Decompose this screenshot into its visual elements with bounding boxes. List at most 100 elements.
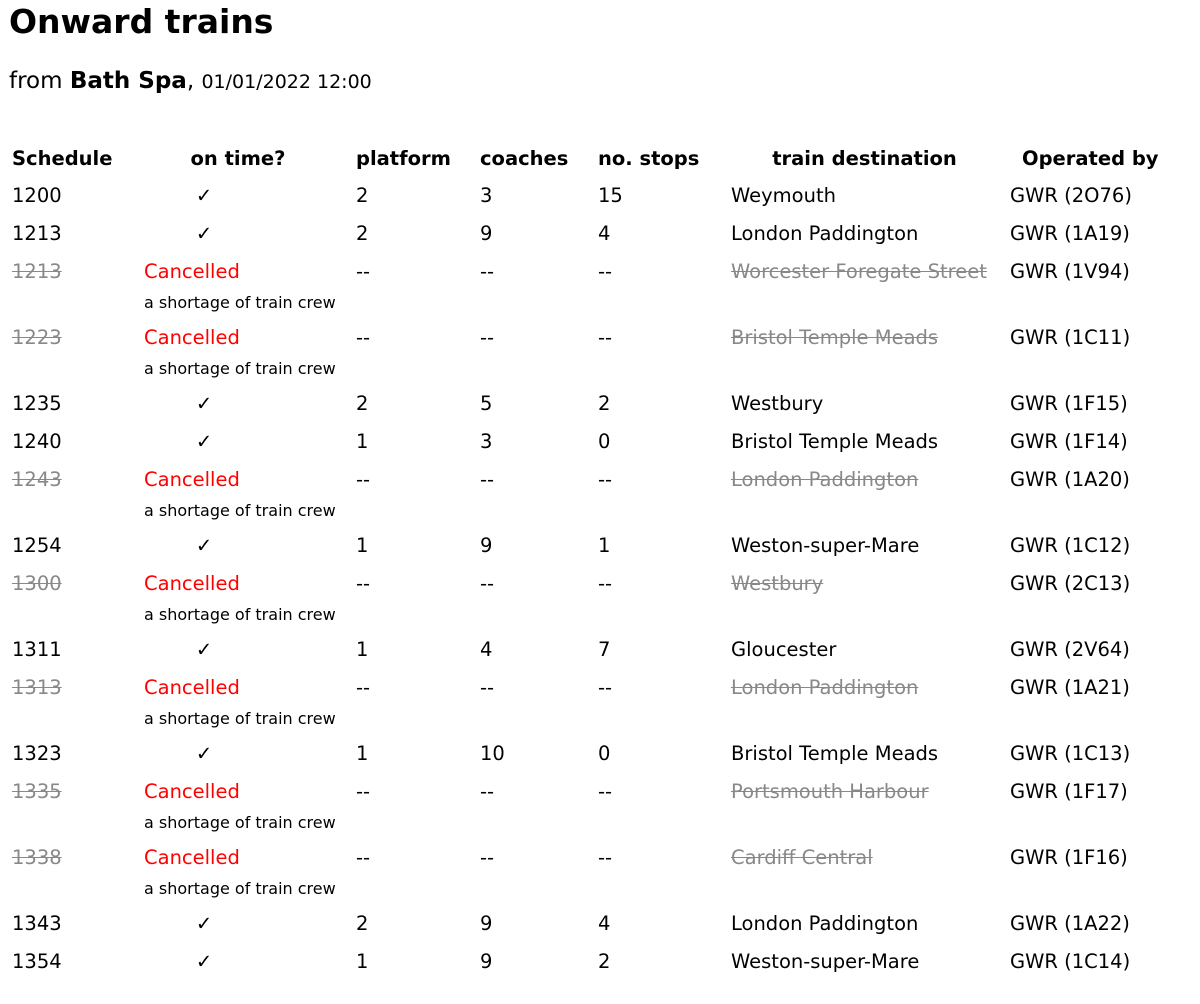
stops: 15 [598,183,623,207]
coaches: 9 [480,949,493,973]
operator: GWR (1A20) [1010,467,1130,491]
separator: , [186,68,195,94]
operator: GWR (1F14) [1010,429,1128,453]
platform: 2 [356,183,369,207]
schedule-time: 1240 [12,429,62,453]
platform: 1 [356,429,369,453]
header-schedule: Schedule [12,146,113,170]
stops: 2 [598,949,611,973]
status-cancelled: Cancelled [144,467,240,491]
platform: 2 [356,911,369,935]
schedule-time: 1254 [12,533,62,557]
on-time-check-icon: ✓ [195,183,213,207]
header-platform: platform [356,146,451,170]
schedule-time: 1200 [12,183,62,207]
cancellation-reason: a shortage of train crew [144,708,336,728]
page-title: Onward trains [9,2,274,41]
stops: 7 [598,637,611,661]
table-row: 1240 ✓ 1 3 0 Bristol Temple Meads GWR (1… [0,422,1200,460]
from-label: from [9,68,63,94]
platform: -- [356,845,371,869]
operator: GWR (1C13) [1010,741,1131,765]
operator: GWR (1C12) [1010,533,1131,557]
on-time-check-icon: ✓ [195,533,213,557]
status-cancelled: Cancelled [144,845,240,869]
stops: 0 [598,429,611,453]
destination: Weymouth [731,183,836,207]
coaches: -- [480,675,495,699]
header-destination: train destination [772,146,957,170]
schedule-time: 1223 [12,325,62,349]
on-time-check-icon: ✓ [195,949,213,973]
on-time-check-icon: ✓ [195,429,213,453]
destination: Westbury [731,571,824,595]
table-row: 1254 ✓ 1 9 1 Weston-super-Mare GWR (1C12… [0,526,1200,564]
departures-table: Schedule on time? platform coaches no. s… [0,140,1200,980]
table-row: 1213 ✓ 2 9 4 London Paddington GWR (1A19… [0,214,1200,252]
table-row: 1338 Cancelled -- -- -- Cardiff Central … [0,838,1200,904]
destination: London Paddington [731,467,919,491]
schedule-time: 1313 [12,675,62,699]
coaches: -- [480,779,495,803]
schedule-time: 1213 [12,259,62,283]
status-cancelled: Cancelled [144,571,240,595]
destination: Weston-super-Mare [731,533,920,557]
station-name: Bath Spa [69,68,187,94]
cancellation-reason: a shortage of train crew [144,292,336,312]
platform: -- [356,571,371,595]
stops: 2 [598,391,611,415]
operator: GWR (1F15) [1010,391,1128,415]
destination: London Paddington [731,221,919,245]
platform: -- [356,467,371,491]
destination: Worcester Foregate Street [731,259,987,283]
coaches: 9 [480,221,493,245]
schedule-time: 1300 [12,571,62,595]
platform: 1 [356,533,369,557]
operator: GWR (1C14) [1010,949,1131,973]
stops: 1 [598,533,611,557]
schedule-time: 1354 [12,949,62,973]
coaches: 10 [480,741,505,765]
coaches: 9 [480,911,493,935]
destination: Bristol Temple Meads [731,325,939,349]
destination: London Paddington [731,675,919,699]
platform: 2 [356,391,369,415]
header-stops: no. stops [598,146,700,170]
status-cancelled: Cancelled [144,779,240,803]
destination: Cardiff Central [731,845,873,869]
schedule-time: 1323 [12,741,62,765]
stops: 4 [598,221,611,245]
stops: -- [598,259,613,283]
coaches: -- [480,325,495,349]
platform: 2 [356,221,369,245]
header-operator: Operated by [1022,146,1159,170]
stops: -- [598,845,613,869]
schedule-time: 1213 [12,221,62,245]
table-row: 1354 ✓ 1 9 2 Weston-super-Mare GWR (1C14… [0,942,1200,980]
coaches: 5 [480,391,493,415]
platform: -- [356,675,371,699]
operator: GWR (1C11) [1010,325,1131,349]
coaches: -- [480,571,495,595]
operator: GWR (1A19) [1010,221,1130,245]
table-row: 1223 Cancelled -- -- -- Bristol Temple M… [0,318,1200,384]
cancellation-reason: a shortage of train crew [144,604,336,624]
table-row: 1300 Cancelled -- -- -- Westbury GWR (2C… [0,564,1200,630]
cancellation-reason: a shortage of train crew [144,812,336,832]
destination: Bristol Temple Meads [731,429,939,453]
schedule-time: 1343 [12,911,62,935]
stops: -- [598,571,613,595]
schedule-time: 1311 [12,637,62,661]
table-row: 1213 Cancelled -- -- -- Worcester Forega… [0,252,1200,318]
status-cancelled: Cancelled [144,259,240,283]
coaches: -- [480,845,495,869]
operator: GWR (2V64) [1010,637,1130,661]
table-row: 1200 ✓ 2 3 15 Weymouth GWR (2O76) [0,176,1200,214]
table-row: 1335 Cancelled -- -- -- Portsmouth Harbo… [0,772,1200,838]
cancellation-reason: a shortage of train crew [144,358,336,378]
stops: -- [598,325,613,349]
table-body: 1200 ✓ 2 3 15 Weymouth GWR (2O76) 1213 ✓… [0,176,1200,980]
on-time-check-icon: ✓ [195,391,213,415]
schedule-time: 1235 [12,391,62,415]
platform: -- [356,325,371,349]
